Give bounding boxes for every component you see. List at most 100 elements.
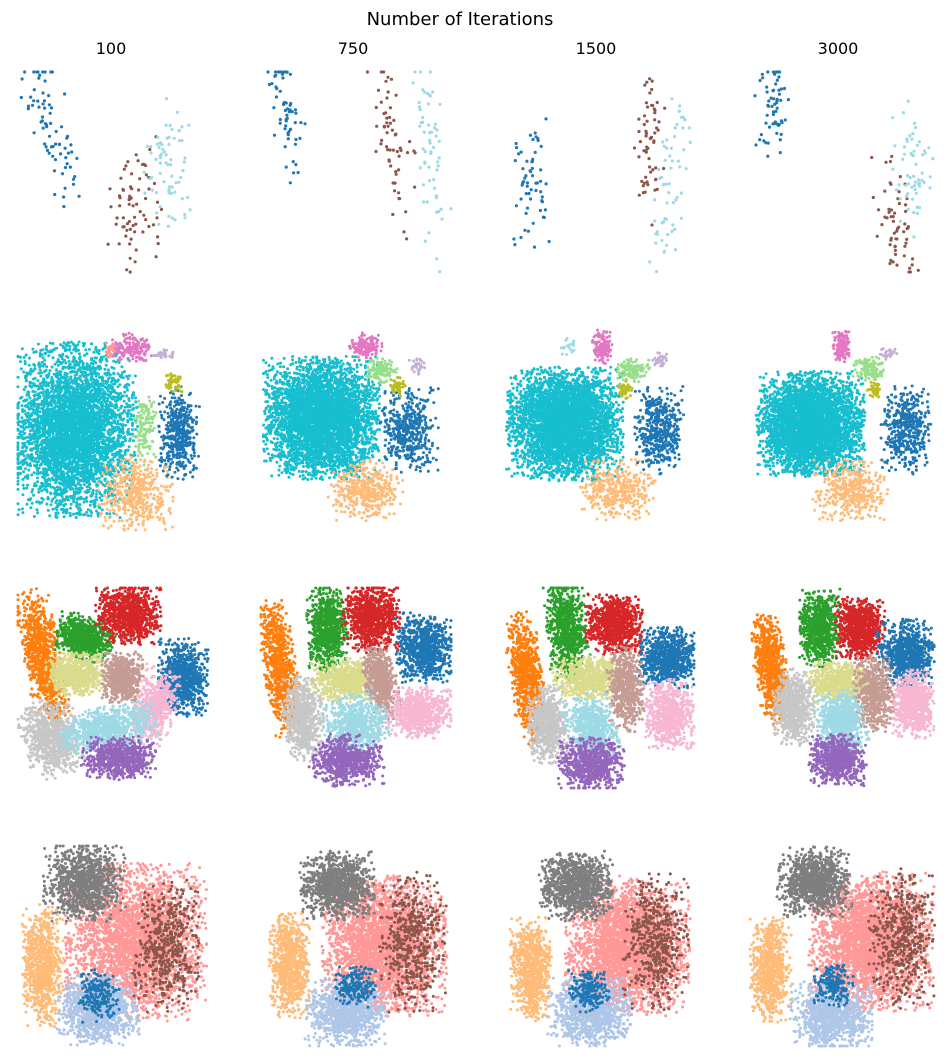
scatter-point — [683, 118, 686, 121]
scatter-point — [47, 354, 50, 357]
panel-row2-col-100 — [17, 332, 201, 532]
scatter-point — [17, 466, 20, 469]
scatter-point — [153, 182, 156, 185]
scatter-point — [51, 366, 54, 369]
scatter-point — [527, 192, 530, 195]
scatter-point — [889, 259, 892, 262]
scatter-point — [286, 132, 289, 135]
scatter-point — [23, 388, 26, 391]
scatter-point — [135, 248, 138, 251]
scatter-point — [33, 88, 36, 91]
scatter-point — [155, 191, 158, 194]
scatter-point — [26, 503, 29, 506]
scatter-point — [31, 348, 34, 351]
scatter-point — [122, 189, 125, 192]
column-title-750: 750 — [338, 39, 369, 58]
scatter-point — [891, 168, 894, 171]
scatter-point — [527, 230, 530, 233]
scatter-point — [120, 365, 123, 368]
scatter-point — [525, 160, 528, 163]
scatter-point — [660, 239, 663, 242]
scatter-point — [189, 208, 192, 211]
scatter-point — [892, 220, 895, 223]
scatter-point — [183, 157, 186, 160]
scatter-point — [123, 370, 126, 373]
scatter-point — [294, 121, 297, 124]
scatter-point — [671, 223, 674, 226]
scatter-point — [121, 225, 124, 228]
scatter-point — [157, 223, 160, 226]
scatter-point — [285, 166, 288, 169]
scatter-point — [132, 224, 135, 227]
scatter-point — [531, 138, 534, 141]
scatter-point — [921, 153, 924, 156]
scatter-point — [531, 160, 534, 163]
scatter-point — [912, 211, 915, 214]
scatter-point — [438, 103, 441, 106]
scatter-point — [653, 109, 656, 112]
scatter-point — [29, 96, 32, 99]
scatter-point — [171, 217, 174, 220]
scatter-point — [650, 104, 653, 107]
scatter-point — [676, 196, 679, 199]
scatter-point — [388, 160, 391, 163]
scatter-point — [396, 150, 399, 153]
scatter-point — [912, 235, 915, 238]
scatter-point — [59, 343, 62, 346]
scatter-point — [289, 181, 292, 184]
scatter-point — [108, 187, 111, 190]
scatter-point — [187, 124, 190, 127]
scatter-point — [20, 96, 23, 99]
scatter-point — [294, 163, 297, 166]
scatter-point — [294, 138, 297, 141]
scatter-point — [657, 129, 660, 132]
scatter-point — [127, 384, 130, 387]
scatter-point — [160, 152, 163, 155]
scatter-point — [118, 194, 121, 197]
scatter-point — [45, 145, 48, 148]
scatter-point — [436, 160, 439, 163]
scatter-point — [128, 405, 131, 408]
scatter-point — [759, 79, 762, 82]
scatter-point — [278, 70, 281, 73]
scatter-point — [905, 238, 908, 241]
scatter-point — [156, 235, 159, 238]
scatter-point — [435, 168, 438, 171]
scatter-point — [158, 146, 161, 149]
scatter-point — [688, 126, 691, 129]
scatter-point — [386, 131, 389, 134]
scatter-point — [646, 120, 649, 123]
scatter-point — [653, 131, 656, 134]
scatter-point — [536, 137, 539, 140]
scatter-point — [539, 190, 542, 193]
scatter-point — [272, 106, 275, 109]
scatter-point — [669, 167, 672, 170]
scatter-point — [653, 118, 656, 121]
scatter-point — [758, 138, 761, 141]
scatter-point — [21, 493, 24, 496]
scatter-point — [531, 167, 534, 170]
scatter-point — [928, 186, 931, 189]
scatter-point — [130, 197, 133, 200]
scatter-point — [783, 87, 786, 90]
scatter-point — [123, 435, 126, 438]
column-title-1500: 1500 — [576, 39, 617, 58]
scatter-point — [917, 178, 920, 181]
scatter-point — [139, 210, 142, 213]
scatter-point — [147, 225, 150, 228]
scatter-point — [907, 100, 910, 103]
scatter-point — [646, 105, 649, 108]
scatter-point — [392, 149, 395, 152]
scatter-point — [406, 151, 409, 154]
scatter-point — [49, 342, 52, 345]
scatter-point — [169, 124, 172, 127]
scatter-point — [380, 101, 383, 104]
scatter-point — [284, 124, 287, 127]
scatter-point — [134, 400, 137, 403]
scatter-point — [884, 161, 887, 164]
scatter-point — [892, 215, 895, 218]
scatter-point — [898, 202, 901, 205]
cluster-2 — [366, 70, 417, 240]
scatter-point — [135, 153, 138, 156]
scatter-point — [66, 162, 69, 165]
